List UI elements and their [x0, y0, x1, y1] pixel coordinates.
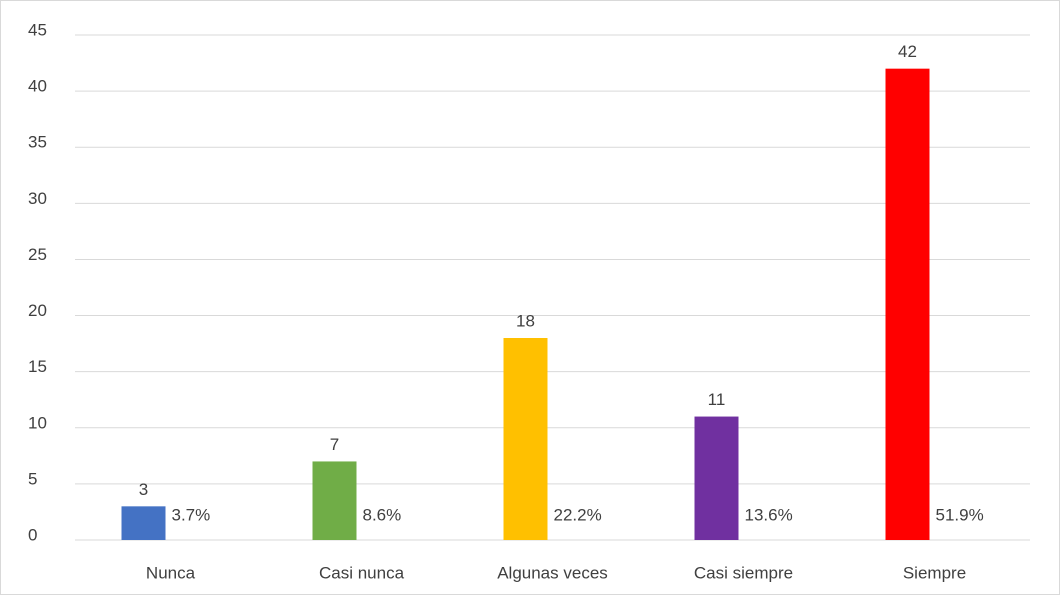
- y-tick-label: 5: [28, 469, 37, 488]
- y-tick-label: 35: [28, 133, 47, 152]
- y-tick-label: 0: [28, 525, 37, 544]
- y-tick-label: 15: [28, 357, 47, 376]
- percentage-label: 13.6%: [745, 505, 793, 524]
- x-tick-label: Algunas veces: [497, 563, 608, 582]
- data-label: 11: [708, 390, 726, 409]
- y-tick-label: 20: [28, 301, 47, 320]
- bar: [121, 506, 166, 540]
- y-tick-label: 10: [28, 413, 47, 432]
- x-tick-label: Casi nunca: [319, 563, 405, 582]
- data-label: 3: [139, 480, 148, 499]
- bar: [312, 461, 357, 540]
- data-label: 18: [516, 311, 535, 330]
- y-tick-label: 25: [28, 245, 47, 264]
- bar: [885, 68, 930, 541]
- y-tick-label: 40: [28, 77, 47, 96]
- percentage-label: 3.7%: [172, 505, 211, 524]
- x-tick-label: Siempre: [903, 563, 966, 582]
- y-tick-label: 30: [28, 189, 47, 208]
- x-tick-label: Nunca: [146, 563, 196, 582]
- percentage-label: 22.2%: [554, 505, 602, 524]
- bar: [694, 416, 739, 540]
- data-label: 7: [330, 435, 339, 454]
- data-label: 42: [898, 42, 917, 61]
- bar: [503, 338, 548, 540]
- percentage-label: 51.9%: [936, 505, 984, 524]
- percentage-label: 8.6%: [363, 505, 402, 524]
- x-tick-label: Casi siempre: [694, 563, 793, 582]
- y-tick-label: 45: [28, 20, 47, 39]
